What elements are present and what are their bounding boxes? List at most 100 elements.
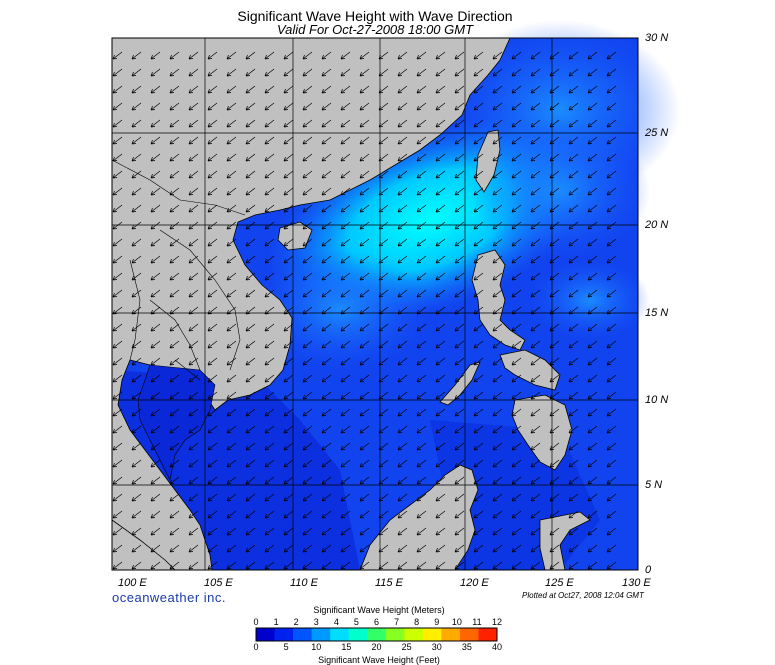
wave-arrow <box>416 153 427 162</box>
wave-arrow <box>492 306 503 315</box>
wave-arrow <box>587 119 598 128</box>
wave-arrow <box>321 391 332 400</box>
wave-arrow <box>359 204 370 213</box>
wave-arrow <box>568 204 579 213</box>
wave-arrow <box>245 493 256 502</box>
wave-arrow <box>131 493 142 502</box>
wave-arrow <box>378 272 389 281</box>
wave-arrow <box>511 187 522 196</box>
wave-arrow <box>150 204 161 213</box>
wave-arrow <box>340 85 351 94</box>
wave-arrow <box>264 374 275 383</box>
wave-arrow <box>549 459 560 468</box>
wave-arrow <box>207 102 218 111</box>
wave-arrow <box>321 340 332 349</box>
wave-arrow <box>302 442 313 451</box>
wave-arrow <box>188 204 199 213</box>
wave-arrow <box>359 561 370 570</box>
wave-arrow <box>264 85 275 94</box>
wave-arrow <box>283 493 294 502</box>
wave-arrow <box>549 238 560 247</box>
wave-arrow <box>473 323 484 332</box>
wave-arrow <box>302 238 313 247</box>
wave-arrow <box>245 289 256 298</box>
wave-arrow <box>492 493 503 502</box>
wave-arrow <box>568 170 579 179</box>
wave-arrow <box>473 238 484 247</box>
wave-arrow <box>530 459 541 468</box>
wave-arrow <box>302 51 313 60</box>
wave-arrow <box>169 442 180 451</box>
wave-arrow <box>207 493 218 502</box>
wave-arrow <box>359 68 370 77</box>
wave-arrow <box>321 221 332 230</box>
wave-arrow <box>283 374 294 383</box>
wave-arrow <box>150 289 161 298</box>
wave-arrow <box>264 102 275 111</box>
wave-arrow <box>549 68 560 77</box>
wave-arrow <box>378 187 389 196</box>
mainland-asia <box>111 37 511 571</box>
wave-arrow <box>549 255 560 264</box>
wave-arrow <box>112 340 123 349</box>
wave-arrow <box>549 408 560 417</box>
plotted-timestamp: Plotted at Oct27, 2008 12:04 GMT <box>522 591 644 600</box>
lat-label-25n: 25 N <box>645 127 669 139</box>
wave-arrow <box>435 306 446 315</box>
wave-arrow <box>549 425 560 434</box>
lat-label-10n: 10 N <box>645 394 669 406</box>
wave-arrow <box>568 221 579 230</box>
wave-arrow <box>226 544 237 553</box>
wave-arrow <box>530 323 541 332</box>
wave-arrow <box>226 493 237 502</box>
wave-arrow <box>207 85 218 94</box>
wave-arrow <box>378 544 389 553</box>
wave-arrow <box>473 391 484 400</box>
wave-arrow <box>112 221 123 230</box>
wave-arrow <box>378 306 389 315</box>
wave-arrow <box>169 136 180 145</box>
wave-arrow <box>207 476 218 485</box>
wave-arrow <box>112 425 123 434</box>
wave-arrow <box>283 204 294 213</box>
wave-arrow <box>283 119 294 128</box>
wave-arrow <box>416 374 427 383</box>
wave-arrow <box>568 561 579 570</box>
wave-arrow <box>245 153 256 162</box>
wave-arrow <box>169 340 180 349</box>
wave-arrow <box>606 119 617 128</box>
wave-arrow <box>359 374 370 383</box>
wave-arrow <box>150 306 161 315</box>
wave-arrow <box>435 323 446 332</box>
wave-arrow <box>416 51 427 60</box>
wave-arrow <box>568 153 579 162</box>
wave-arrow <box>169 272 180 281</box>
wave-arrow <box>359 340 370 349</box>
wave-arrow <box>188 136 199 145</box>
wave-arrow <box>568 391 579 400</box>
wave-arrow <box>492 221 503 230</box>
wave-arrow <box>112 289 123 298</box>
wave-arrow <box>397 544 408 553</box>
wave-arrow <box>264 306 275 315</box>
wave-arrow <box>606 544 617 553</box>
wave-arrow <box>568 544 579 553</box>
wave-arrow <box>112 442 123 451</box>
wave-arrow <box>549 561 560 570</box>
wave-arrow <box>359 221 370 230</box>
wave-arrow <box>264 136 275 145</box>
wave-arrow <box>359 255 370 264</box>
wave-arrow <box>359 85 370 94</box>
wave-arrow <box>378 119 389 128</box>
wave-arrow <box>378 221 389 230</box>
wave-arrow <box>359 119 370 128</box>
wave-arrow <box>169 119 180 128</box>
wave-arrow <box>435 357 446 366</box>
wave-arrow <box>245 68 256 77</box>
wave-arrow <box>359 357 370 366</box>
colorbar-title-feet: Significant Wave Height (Feet) <box>318 655 440 665</box>
wave-arrow <box>416 187 427 196</box>
wave-arrow <box>207 527 218 536</box>
wave-arrow <box>378 102 389 111</box>
colorbar-feet-tick: 5 <box>283 642 289 652</box>
